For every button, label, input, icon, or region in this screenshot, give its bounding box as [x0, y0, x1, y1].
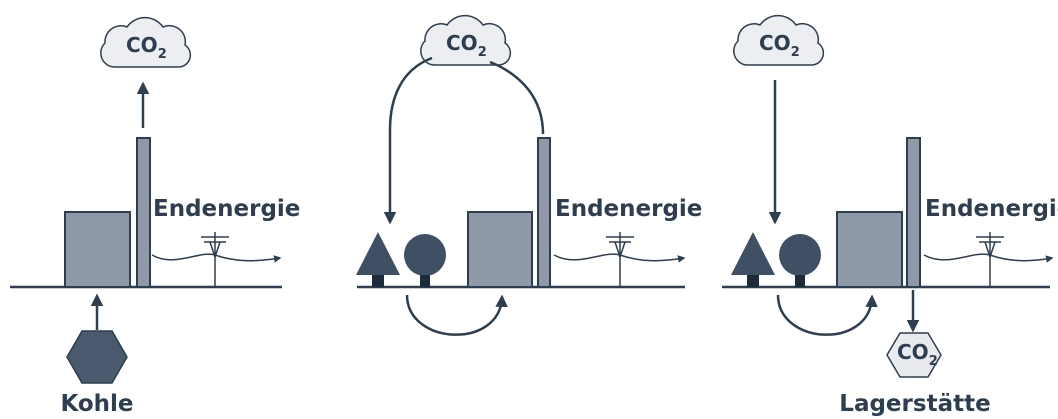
source: Kohle: [60, 391, 133, 417]
storage-label: Lagerstätte: [839, 391, 990, 417]
text: 2: [791, 45, 800, 60]
diagram: CO2 Endenergie Kohle CO2 Endenergie CO2 …: [0, 0, 1058, 419]
label: Endenergie: [555, 196, 702, 222]
text: 2: [478, 45, 487, 60]
text: CO: [897, 340, 929, 364]
panel-biomass: CO2 Endenergie: [356, 16, 702, 335]
text: CO: [126, 33, 158, 57]
label: Endenergie: [925, 196, 1058, 222]
text: 2: [929, 354, 938, 369]
text: CO: [446, 31, 478, 55]
text: CO: [759, 31, 791, 55]
text: 2: [158, 47, 167, 62]
panel-ccs: CO2 Endenergie CO2 Lagerstätte: [722, 16, 1058, 417]
panel-coal: CO2 Endenergie Kohle: [10, 18, 300, 417]
label: Endenergie: [153, 196, 300, 222]
